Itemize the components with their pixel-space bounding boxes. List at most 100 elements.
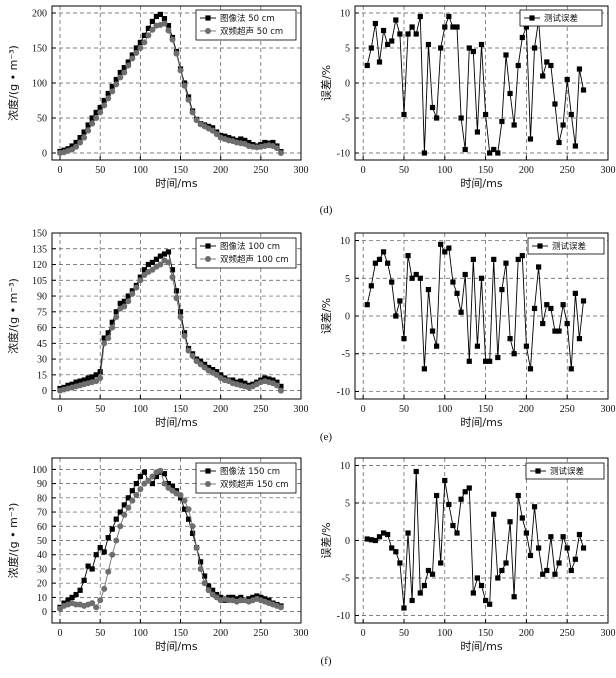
data-point bbox=[277, 604, 284, 611]
data-point bbox=[568, 366, 574, 372]
data-point bbox=[442, 477, 448, 484]
data-point bbox=[536, 545, 542, 551]
data-point bbox=[511, 351, 517, 357]
x-tick-label: 0 bbox=[58, 165, 63, 176]
x-tick-label: 0 bbox=[361, 165, 366, 176]
data-point bbox=[242, 380, 248, 386]
data-point bbox=[572, 143, 578, 149]
data-point bbox=[113, 309, 119, 315]
data-point bbox=[89, 374, 95, 380]
data-point bbox=[487, 358, 493, 364]
data-point bbox=[409, 275, 415, 281]
data-point bbox=[157, 467, 164, 474]
legend-label: 图像法 100 cm bbox=[220, 241, 280, 252]
data-point bbox=[531, 45, 538, 51]
data-point bbox=[161, 480, 168, 487]
data-point bbox=[141, 267, 147, 273]
data-point bbox=[380, 530, 387, 536]
data-point bbox=[129, 488, 135, 494]
x-tick-label: 100 bbox=[437, 165, 452, 176]
legend-box bbox=[195, 237, 297, 269]
y-tick-label: 105 bbox=[32, 276, 47, 287]
data-point bbox=[161, 16, 168, 22]
data-point bbox=[85, 127, 92, 134]
data-point bbox=[450, 279, 456, 285]
data-point bbox=[69, 381, 75, 387]
chart-panel-e-right: 0 50 100 150 200 250 300 -10 -5 0 5 10 时间/ms 误差/% 测试误差 bbox=[319, 232, 616, 429]
data-point bbox=[413, 31, 419, 37]
data-point bbox=[97, 374, 104, 381]
data-point bbox=[133, 491, 140, 498]
y-tick-label: 5 bbox=[345, 499, 350, 510]
x-tick-label: 300 bbox=[294, 628, 309, 639]
data-point bbox=[97, 597, 104, 604]
data-point bbox=[397, 31, 403, 37]
data-point bbox=[421, 582, 427, 589]
x-axis-label: 时间/ms bbox=[460, 640, 502, 653]
legend-label: 测试误差 bbox=[544, 13, 578, 24]
data-point bbox=[113, 314, 120, 321]
data-point bbox=[491, 146, 497, 153]
data-point bbox=[478, 582, 485, 589]
data-point bbox=[173, 288, 180, 294]
data-point bbox=[434, 115, 440, 121]
data-point bbox=[393, 549, 399, 555]
data-point bbox=[454, 24, 460, 30]
data-point bbox=[69, 143, 75, 149]
data-point bbox=[511, 122, 517, 128]
data-point bbox=[65, 382, 71, 388]
data-point bbox=[462, 146, 468, 153]
chart-panel-f-right: 0 50 100 150 200 250 300 -10 -5 0 5 10 时间/ms 误差/% 测试误差 bbox=[319, 457, 616, 653]
data-point bbox=[85, 122, 91, 128]
data-point bbox=[405, 253, 411, 259]
data-point bbox=[149, 481, 156, 487]
data-point bbox=[531, 305, 538, 312]
data-point bbox=[278, 383, 284, 389]
x-tick-label: 250 bbox=[253, 628, 268, 639]
data-point bbox=[560, 122, 566, 128]
data-point bbox=[125, 62, 132, 69]
data-point bbox=[385, 41, 391, 48]
data-point bbox=[417, 590, 423, 596]
data-point bbox=[169, 36, 176, 43]
legend-label: 测试误差 bbox=[552, 241, 586, 252]
data-point bbox=[417, 275, 423, 281]
data-point bbox=[401, 336, 407, 342]
y-axis-label: 误差/% bbox=[319, 522, 333, 558]
data-point bbox=[389, 38, 395, 44]
data-point bbox=[576, 336, 583, 342]
data-point bbox=[544, 302, 550, 308]
legend-box bbox=[195, 462, 297, 494]
data-point bbox=[161, 471, 168, 477]
legend-marker bbox=[205, 243, 211, 249]
data-point bbox=[97, 109, 104, 116]
data-point bbox=[462, 489, 468, 495]
data-point bbox=[105, 535, 111, 541]
data-point bbox=[458, 309, 464, 315]
data-point bbox=[101, 102, 108, 109]
data-point bbox=[364, 302, 370, 308]
y-tick-label: 50 bbox=[37, 114, 47, 125]
data-point bbox=[157, 11, 164, 17]
data-point bbox=[133, 481, 139, 487]
x-tick-label: 300 bbox=[601, 404, 616, 415]
data-point bbox=[413, 271, 419, 278]
data-point bbox=[580, 298, 587, 304]
data-point bbox=[442, 249, 448, 255]
y-tick-label: 10 bbox=[340, 236, 350, 247]
data-point bbox=[117, 69, 123, 76]
x-tick-label: 100 bbox=[437, 628, 452, 639]
data-point bbox=[446, 13, 452, 20]
y-tick-label: -5 bbox=[342, 114, 350, 125]
data-point bbox=[568, 111, 574, 118]
x-tick-label: 250 bbox=[560, 628, 575, 639]
data-point bbox=[572, 556, 578, 562]
data-point bbox=[376, 59, 383, 65]
data-point bbox=[165, 481, 172, 487]
data-point bbox=[93, 378, 100, 385]
data-point bbox=[487, 601, 493, 607]
data-point bbox=[93, 115, 100, 121]
data-point bbox=[548, 62, 554, 69]
data-point bbox=[93, 552, 99, 558]
legend-marker bbox=[535, 468, 541, 474]
